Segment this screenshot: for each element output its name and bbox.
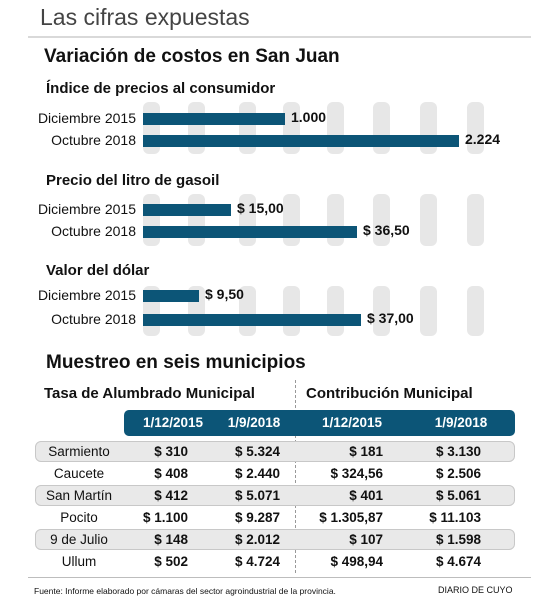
top-rule [28,36,531,38]
table-cell: $ 181 [349,444,383,459]
table-cell: $ 498,94 [330,554,383,569]
grid-column [467,194,484,246]
grid-column [467,102,484,154]
table-cell: $ 2.012 [234,532,280,547]
grid-column [283,194,300,246]
table-row-municipio: San Martín [45,488,113,503]
section-title-costs: Variación de costos en San Juan [44,46,340,67]
category-label: Octubre 2018 [51,132,136,148]
table-cell: $ 310 [154,444,188,459]
table-cell: $ 4.674 [435,554,481,569]
grid-column [143,194,160,246]
bottom-rule [28,577,531,578]
grid-column [373,194,390,246]
table-cell: $ 1.100 [142,510,188,525]
bar [143,135,459,147]
bar-value-label: $ 36,50 [363,222,410,238]
table-row-municipio: Caucete [53,466,105,481]
bar [143,204,231,216]
group-title: Índice de precios al consumidor [46,80,276,97]
table-cell: $ 11.103 [429,510,481,525]
grid-column [327,194,344,246]
brand-credit: DIARIO DE CUYO [438,585,513,595]
table-cell: $ 408 [154,466,188,481]
table-header-band [124,410,515,436]
table-column-header: 1/9/2018 [434,415,488,430]
group-title: Valor del dólar [46,262,150,279]
bar [143,226,357,238]
bar [143,314,361,326]
grid-column [420,194,437,246]
group-title: Precio del litro de gasoil [46,172,220,189]
grid-column [373,286,390,336]
table-cell: $ 148 [154,532,188,547]
table-column-header: 1/12/2015 [142,415,204,430]
table-cell: $ 5.061 [435,488,481,503]
table-row-municipio: Ullum [61,554,97,569]
table-cell: $ 4.724 [234,554,280,569]
table-group-header-alumbrado: Tasa de Alumbrado Municipal [44,385,255,402]
table-cell: $ 502 [154,554,188,569]
table-cell: $ 5.071 [234,488,280,503]
table-cell: $ 2.440 [234,466,280,481]
table-row-municipio: 9 de Julio [50,532,108,547]
table-cell: $ 412 [154,488,188,503]
category-label: Diciembre 2015 [37,287,136,303]
source-note: Fuente: Informe elaborado por cámaras de… [34,586,336,596]
bar-value-label: $ 37,00 [367,310,414,326]
category-label: Diciembre 2015 [37,201,136,217]
bar [143,290,199,302]
grid-column [283,286,300,336]
table-group-header-contribucion: Contribución Municipal [306,385,473,402]
table-divider [295,380,296,573]
bar-value-label: $ 9,50 [205,286,244,302]
grid-column [188,194,205,246]
section-title-municipalities: Muestreo en seis municipios [46,352,306,373]
table-cell: $ 107 [349,532,383,547]
bar-value-label: $ 15,00 [237,200,284,216]
category-label: Diciembre 2015 [37,110,136,126]
table-row-stripe [35,485,515,506]
table-column-header: 1/12/2015 [321,415,383,430]
table-cell: $ 401 [349,488,383,503]
table-cell: $ 1.598 [435,532,481,547]
table-cell: $ 2.506 [435,466,481,481]
grid-column [327,286,344,336]
category-label: Octubre 2018 [51,311,136,327]
bar [143,113,285,125]
table-cell: $ 3.130 [435,444,481,459]
table-column-header: 1/9/2018 [227,415,281,430]
bar-value-label: 1.000 [291,109,327,125]
table-row-municipio: Pocito [60,510,98,525]
category-label: Octubre 2018 [51,223,136,239]
bar-value-label: 2.224 [465,131,501,147]
table-cell: $ 1.305,87 [319,510,383,525]
table-row-municipio: Sarmiento [48,444,110,459]
table-cell: $ 5.324 [234,444,280,459]
table-row-stripe [35,441,515,462]
grid-column [467,286,484,336]
grid-column [420,286,437,336]
headline: Las cifras expuestas [40,4,250,30]
table-cell: $ 324,56 [330,466,383,481]
table-cell: $ 9.287 [234,510,280,525]
table-row-stripe [35,529,515,550]
